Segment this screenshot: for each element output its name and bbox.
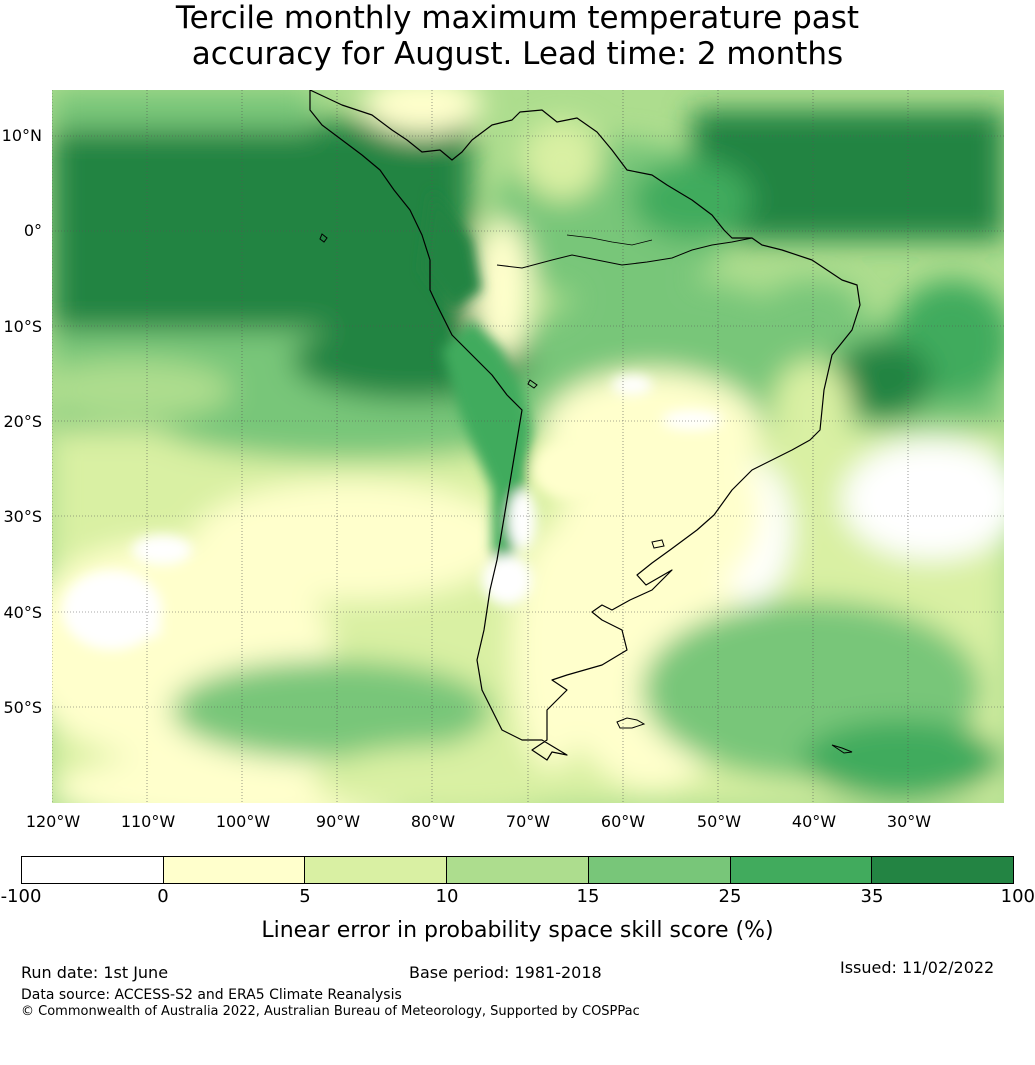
colorbar-tick: 0 [157, 886, 169, 907]
title-line-1: Tercile monthly maximum temperature past [175, 0, 860, 36]
colorbar-tick: -100 [0, 886, 42, 907]
lon-label-60w: 60°W [600, 812, 646, 831]
lat-label-40s: 40°S [3, 603, 42, 622]
title-line-2: accuracy for August. Lead time: 2 months [191, 36, 844, 72]
galapagos [319, 233, 328, 243]
chart-title: Tercile monthly maximum temperature past… [0, 0, 1035, 72]
amazon-river [496, 237, 753, 269]
coastline-south-america [309, 90, 861, 761]
base-period: Base period: 1981-2018 [409, 963, 602, 982]
colorbar-segment-2 [163, 857, 306, 883]
south-georgia [831, 744, 853, 754]
lat-label-50s: 50°S [3, 698, 42, 717]
colorbar-segment-1 [22, 857, 164, 883]
colorbar-segment-4 [447, 857, 589, 883]
lat-label-20s: 20°S [3, 412, 42, 431]
skill-map [52, 90, 1004, 803]
lat-label-10n: 10°N [1, 126, 42, 145]
colorbar-segment-6 [730, 857, 873, 883]
colorbar-tick: 35 [860, 886, 884, 907]
lon-label-110w: 110°W [120, 812, 176, 831]
colorbar-segment-5 [588, 857, 731, 883]
colorbar-tick: 25 [718, 886, 742, 907]
run-date: Run date: 1st June [21, 963, 169, 982]
map-canvas [52, 90, 1004, 803]
lat-label-0: 0° [23, 221, 42, 240]
lon-label-50w: 50°W [696, 812, 742, 831]
lon-label-120w: 120°W [25, 812, 81, 831]
colorbar-segment-3 [305, 857, 448, 883]
river-tributary [566, 234, 653, 246]
copyright: © Commonwealth of Australia 2022, Austra… [21, 1004, 640, 1019]
colorbar-tick: 100 [1000, 886, 1035, 907]
lon-label-30w: 30°W [886, 812, 932, 831]
colorbar [21, 856, 1014, 884]
lon-label-40w: 40°W [791, 812, 837, 831]
skill-field-detail [62, 190, 722, 650]
lon-label-100w: 100°W [215, 812, 271, 831]
lake-titicaca [527, 379, 538, 389]
colorbar-segment-7 [872, 857, 1014, 883]
falkland-islands [616, 717, 646, 729]
lagoon-south [651, 539, 665, 549]
data-source: Data source: ACCESS-S2 and ERA5 Climate … [21, 987, 402, 1003]
issued-date: Issued: 11/02/2022 [840, 958, 995, 977]
lon-label-80w: 80°W [410, 812, 456, 831]
colorbar-tick: 10 [435, 886, 459, 907]
lat-label-10s: 10°S [3, 317, 42, 336]
graticule [52, 90, 1004, 803]
colorbar-tick: 5 [299, 886, 311, 907]
colorbar-tick: 15 [576, 886, 600, 907]
lon-label-70w: 70°W [505, 812, 551, 831]
colorbar-title: Linear error in probability space skill … [261, 918, 774, 943]
lon-label-90w: 90°W [315, 812, 361, 831]
lat-label-30s: 30°S [3, 507, 42, 526]
